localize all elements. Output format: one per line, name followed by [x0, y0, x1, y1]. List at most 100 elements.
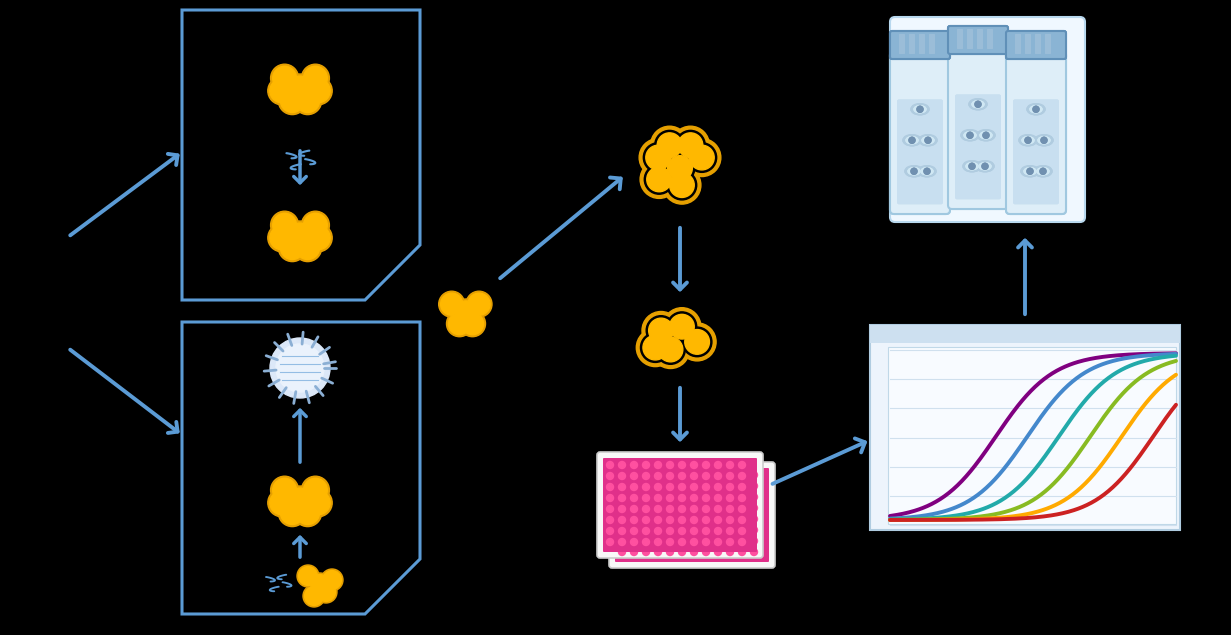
Circle shape: [286, 74, 314, 102]
FancyBboxPatch shape: [597, 452, 763, 558]
Circle shape: [315, 581, 337, 603]
Ellipse shape: [1030, 106, 1041, 113]
Circle shape: [703, 493, 709, 500]
FancyBboxPatch shape: [603, 458, 757, 552]
Circle shape: [650, 126, 688, 164]
Circle shape: [655, 516, 661, 523]
Ellipse shape: [908, 168, 920, 175]
Circle shape: [678, 483, 686, 490]
Circle shape: [630, 549, 638, 556]
Circle shape: [968, 132, 972, 138]
Circle shape: [448, 312, 470, 335]
Circle shape: [618, 526, 625, 533]
Circle shape: [726, 528, 734, 535]
Ellipse shape: [920, 135, 937, 146]
Circle shape: [651, 330, 689, 368]
Circle shape: [714, 483, 721, 490]
Circle shape: [304, 478, 327, 502]
Circle shape: [687, 143, 716, 172]
Ellipse shape: [1037, 168, 1049, 175]
Circle shape: [467, 291, 492, 318]
Circle shape: [304, 489, 332, 517]
Circle shape: [726, 516, 734, 523]
Circle shape: [607, 528, 613, 535]
Circle shape: [666, 549, 673, 556]
Circle shape: [691, 472, 698, 479]
Circle shape: [655, 483, 661, 490]
Ellipse shape: [1035, 135, 1053, 146]
Circle shape: [655, 516, 661, 523]
Circle shape: [655, 538, 661, 545]
Circle shape: [911, 168, 917, 174]
Circle shape: [678, 516, 686, 523]
Circle shape: [630, 516, 638, 523]
Circle shape: [739, 483, 746, 490]
Circle shape: [676, 130, 705, 160]
Circle shape: [455, 301, 478, 323]
Circle shape: [1041, 137, 1048, 144]
Circle shape: [286, 221, 314, 249]
Circle shape: [643, 504, 650, 512]
Circle shape: [618, 483, 625, 490]
FancyBboxPatch shape: [890, 31, 950, 59]
FancyBboxPatch shape: [948, 46, 1008, 209]
Ellipse shape: [921, 168, 933, 175]
Circle shape: [917, 106, 923, 112]
Circle shape: [607, 462, 613, 469]
Ellipse shape: [961, 130, 979, 141]
Circle shape: [618, 549, 625, 556]
Circle shape: [726, 462, 734, 469]
Ellipse shape: [1038, 137, 1050, 144]
Circle shape: [714, 516, 721, 523]
FancyBboxPatch shape: [920, 34, 924, 54]
Circle shape: [684, 330, 709, 354]
Circle shape: [678, 538, 686, 545]
Circle shape: [655, 472, 661, 479]
Circle shape: [703, 472, 709, 479]
Ellipse shape: [918, 166, 936, 177]
Circle shape: [667, 156, 692, 180]
FancyBboxPatch shape: [977, 29, 984, 49]
Circle shape: [607, 516, 613, 523]
Circle shape: [726, 504, 734, 512]
Circle shape: [726, 537, 734, 544]
Ellipse shape: [1034, 166, 1053, 177]
Circle shape: [441, 293, 463, 315]
Circle shape: [618, 537, 625, 544]
Circle shape: [666, 472, 673, 479]
Circle shape: [618, 495, 625, 502]
Circle shape: [751, 493, 757, 500]
Circle shape: [643, 516, 650, 523]
Ellipse shape: [922, 137, 934, 144]
Circle shape: [678, 549, 686, 556]
Circle shape: [664, 308, 700, 345]
Circle shape: [678, 483, 686, 490]
Circle shape: [1025, 137, 1032, 144]
Circle shape: [751, 504, 757, 512]
Circle shape: [665, 153, 694, 183]
Circle shape: [618, 504, 625, 512]
Circle shape: [726, 538, 734, 545]
Circle shape: [739, 505, 746, 512]
Circle shape: [630, 495, 638, 502]
Circle shape: [666, 528, 673, 535]
Circle shape: [678, 526, 686, 533]
Ellipse shape: [922, 137, 934, 144]
Circle shape: [646, 145, 671, 170]
Circle shape: [911, 168, 917, 174]
Circle shape: [691, 549, 698, 556]
Circle shape: [678, 133, 703, 157]
Circle shape: [691, 516, 698, 523]
Circle shape: [657, 133, 682, 157]
Circle shape: [739, 549, 746, 556]
Ellipse shape: [980, 131, 992, 139]
Ellipse shape: [963, 161, 981, 171]
Circle shape: [968, 132, 972, 138]
Circle shape: [984, 132, 988, 138]
Circle shape: [643, 312, 680, 349]
Circle shape: [703, 538, 709, 545]
Circle shape: [982, 163, 988, 170]
Circle shape: [678, 516, 686, 523]
Circle shape: [917, 106, 923, 112]
Ellipse shape: [964, 131, 976, 139]
